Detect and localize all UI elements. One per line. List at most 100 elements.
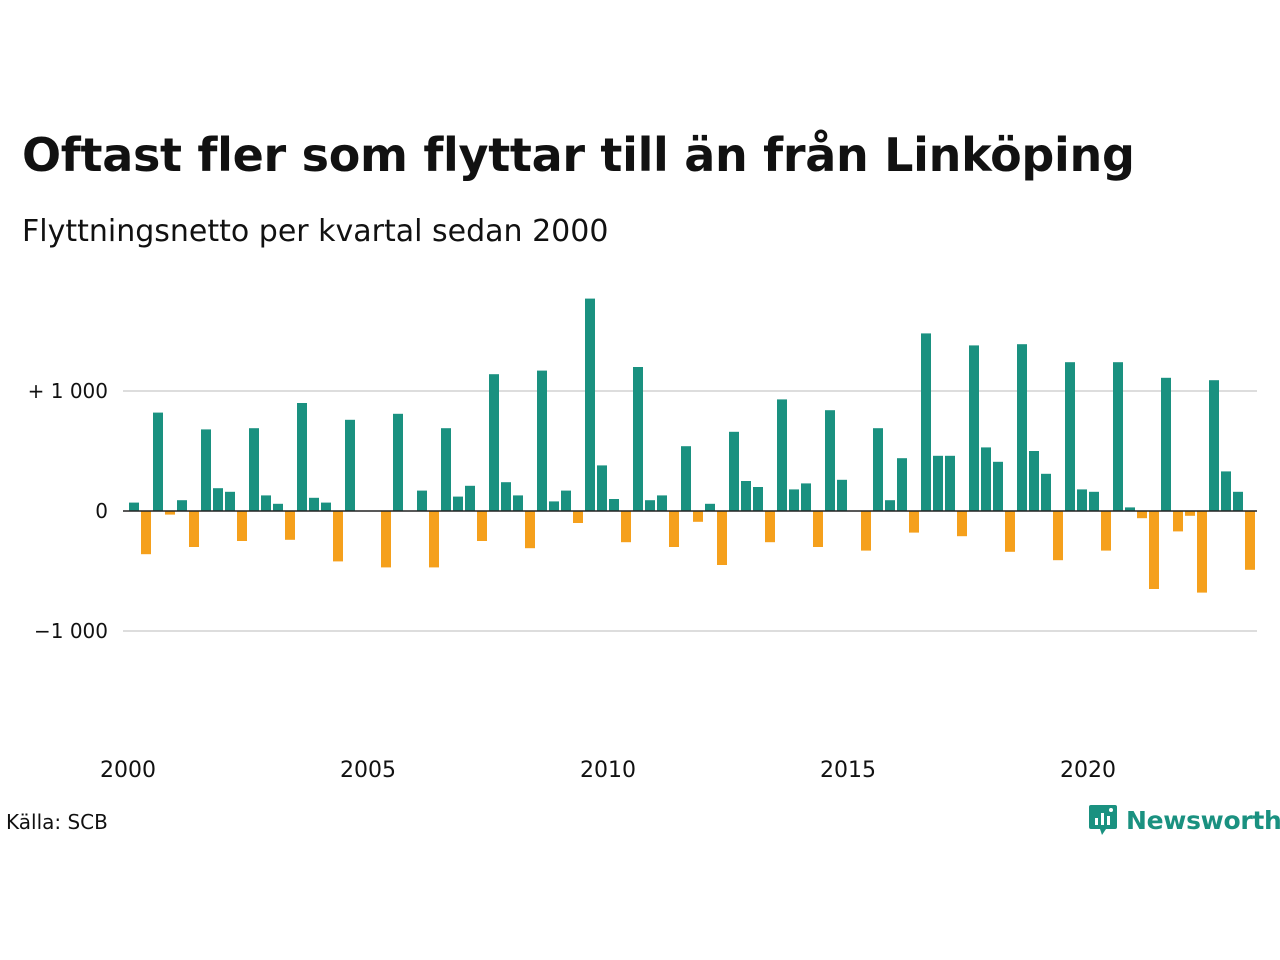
- bar: [777, 399, 787, 511]
- bar: [825, 410, 835, 511]
- bar: [957, 511, 967, 537]
- bar: [861, 511, 871, 551]
- bar: [609, 499, 619, 511]
- bar: [441, 428, 451, 511]
- bar: [573, 511, 583, 523]
- bar: [1245, 511, 1255, 570]
- bar: [813, 511, 823, 547]
- bar-chart: + 1 000 0 −1 000 2000 2005 2010 2015 2020: [28, 298, 1257, 783]
- bar: [1209, 380, 1219, 511]
- chart-title: Oftast fler som flyttar till än från Lin…: [22, 128, 1135, 182]
- bar: [393, 413, 403, 511]
- x-tick-label: 2005: [340, 758, 396, 783]
- bar: [237, 511, 247, 541]
- bars-layer: [129, 298, 1255, 593]
- bar: [1233, 491, 1243, 511]
- bar: [321, 502, 331, 511]
- bar: [333, 511, 343, 562]
- bar: [177, 500, 187, 511]
- bar: [1041, 473, 1051, 511]
- x-tick-label: 2000: [100, 758, 156, 783]
- bar: [921, 333, 931, 511]
- bar: [345, 419, 355, 511]
- bar: [561, 490, 571, 511]
- bar: [189, 511, 199, 547]
- bar: [897, 458, 907, 511]
- source-note: Källa: SCB: [6, 810, 108, 834]
- bar: [297, 403, 307, 511]
- bar: [1065, 362, 1075, 511]
- bar: [693, 511, 703, 522]
- bar: [909, 511, 919, 533]
- bar: [597, 465, 607, 511]
- bar: [1197, 511, 1207, 593]
- y-tick-label: −1 000: [34, 619, 108, 643]
- bar: [1089, 491, 1099, 511]
- bar: [1137, 511, 1147, 519]
- bar: [993, 461, 1003, 511]
- bar: [1101, 511, 1111, 551]
- bar: [729, 431, 739, 511]
- bar: [213, 488, 223, 511]
- bar: [933, 455, 943, 511]
- bar: [1161, 377, 1171, 511]
- bar: [681, 446, 691, 511]
- bar: [1149, 511, 1159, 589]
- bar: [789, 489, 799, 511]
- bar: [477, 511, 487, 541]
- bar: [381, 511, 391, 568]
- bar: [309, 497, 319, 511]
- bar: [1053, 511, 1063, 561]
- bar: [621, 511, 631, 543]
- bar: [765, 511, 775, 543]
- bar: [1185, 511, 1195, 516]
- bar: [261, 495, 271, 511]
- x-tick-labels: 2000 2005 2010 2015 2020: [100, 758, 1116, 783]
- bar: [201, 429, 211, 511]
- bar: [885, 500, 895, 511]
- bar: [1113, 362, 1123, 511]
- brand-logo: Newsworthy: [1088, 803, 1280, 837]
- bar: [741, 481, 751, 511]
- bar: [1005, 511, 1015, 552]
- chart-subtitle: Flyttningsnetto per kvartal sedan 2000: [22, 214, 609, 249]
- y-tick-label: 0: [95, 499, 108, 523]
- bar: [549, 501, 559, 511]
- bar: [645, 500, 655, 511]
- bar: [153, 412, 163, 511]
- bar: [837, 479, 847, 511]
- bar: [705, 503, 715, 511]
- x-tick-label: 2015: [820, 758, 876, 783]
- newsworthy-logo-icon: [1089, 805, 1117, 835]
- bar: [1173, 511, 1183, 532]
- bar: [165, 511, 175, 515]
- bar: [585, 298, 595, 511]
- y-tick-label: + 1 000: [28, 379, 108, 403]
- bar: [141, 511, 151, 555]
- bar: [465, 485, 475, 511]
- bar: [453, 496, 463, 511]
- bar: [669, 511, 679, 547]
- brand-name: Newsworthy: [1126, 805, 1280, 835]
- bar: [945, 455, 955, 511]
- x-tick-label: 2010: [580, 758, 636, 783]
- x-tick-label: 2020: [1060, 758, 1116, 783]
- bar: [129, 502, 139, 511]
- bar: [981, 447, 991, 511]
- bar: [513, 495, 523, 511]
- bar: [1017, 344, 1027, 511]
- bar: [717, 511, 727, 565]
- bar: [489, 374, 499, 511]
- bar: [273, 503, 283, 511]
- bar: [657, 495, 667, 511]
- bar: [969, 345, 979, 511]
- bar: [429, 511, 439, 568]
- bar: [1125, 507, 1135, 511]
- bar: [501, 482, 511, 511]
- bar: [1029, 451, 1039, 511]
- bar: [1221, 471, 1231, 511]
- bar: [801, 483, 811, 511]
- bar: [285, 511, 295, 540]
- bar: [537, 370, 547, 511]
- bar: [249, 428, 259, 511]
